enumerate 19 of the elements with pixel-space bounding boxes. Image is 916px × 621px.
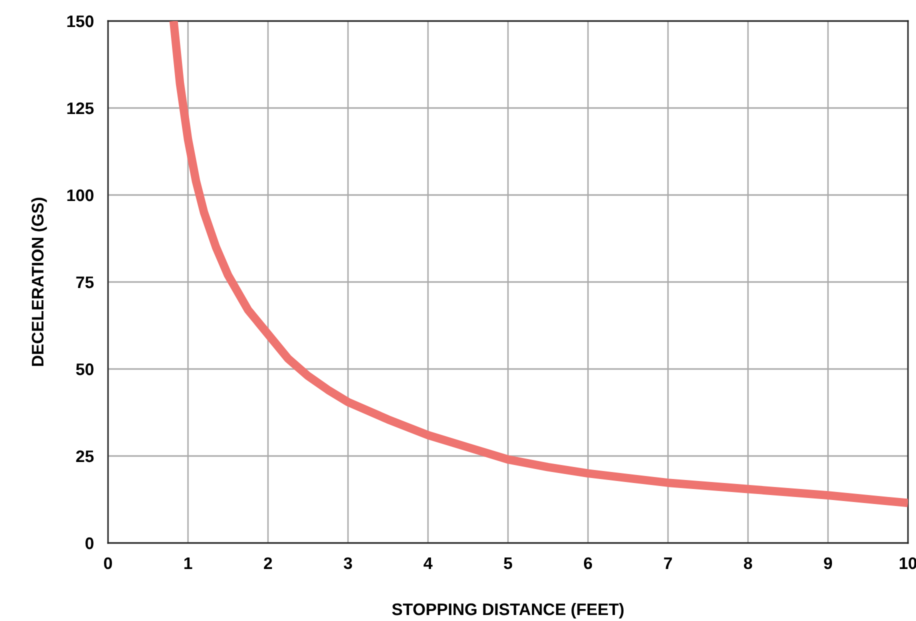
y-tick-label: 150 [67, 15, 94, 28]
x-tick-label: 1 [184, 558, 192, 569]
x-tick-label: 8 [744, 557, 752, 570]
x-axis-title: STOPPING DISTANCE (FEET) [392, 602, 624, 619]
x-tick-label: 5 [504, 558, 512, 570]
y-tick-label: 75 [76, 276, 94, 288]
x-tick-label: 4 [424, 558, 433, 569]
y-tick-label: 0 [86, 537, 94, 550]
x-tick-label: 0 [104, 557, 112, 570]
x-tick-label: 6 [584, 557, 592, 570]
y-axis-title: DECELERATION (GS) [31, 198, 47, 366]
y-tick-label: 100 [67, 189, 94, 202]
x-tick-label: 3 [344, 557, 352, 570]
y-tick-label: 50 [76, 363, 94, 376]
x-tick-label: 2 [264, 557, 272, 569]
x-tick-label: 9 [824, 557, 832, 570]
x-tick-label: 7 [664, 558, 672, 569]
y-tick-label: 125 [67, 102, 94, 114]
y-tick-label: 25 [76, 450, 94, 462]
